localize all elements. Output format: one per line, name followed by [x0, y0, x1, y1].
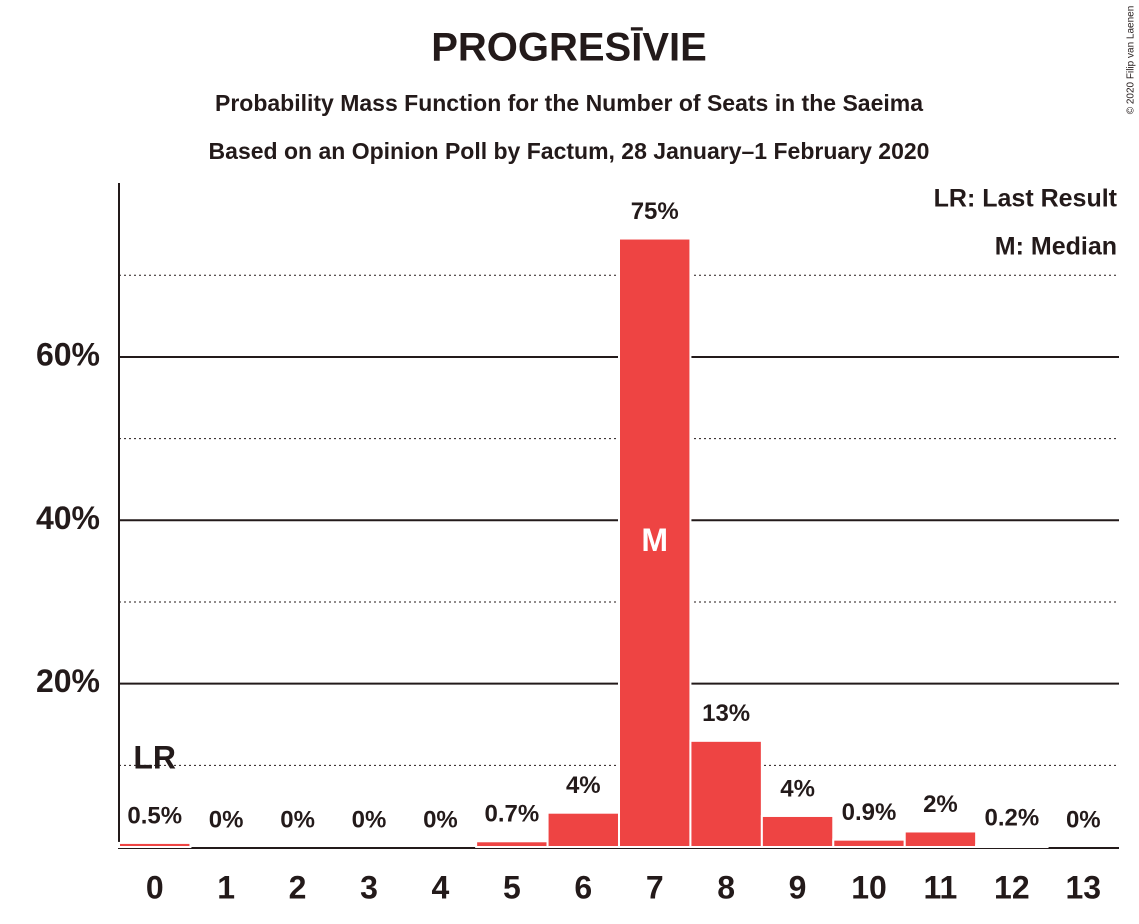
value-label: 0%: [1066, 806, 1101, 833]
x-tick-label: 13: [1065, 869, 1101, 905]
x-tick-label: 9: [789, 869, 807, 905]
x-tick-label: 10: [851, 869, 887, 905]
legend-entry: LR: Last Result: [934, 185, 1118, 213]
value-label: 0%: [209, 806, 244, 833]
y-tick-label: 60%: [36, 336, 100, 372]
value-label: 2%: [923, 791, 958, 818]
value-label: 0%: [423, 806, 458, 833]
bar: [546, 811, 620, 848]
x-tick-label: 4: [432, 869, 450, 905]
copyright: © 2020 Filip van Laenen: [1126, 6, 1137, 115]
x-tick-label: 1: [217, 869, 235, 905]
legend-entry: M: Median: [995, 233, 1117, 261]
value-label: 0.9%: [842, 799, 897, 826]
x-tick-label: 3: [360, 869, 378, 905]
bar: [475, 840, 549, 848]
bar: [618, 237, 692, 848]
bar: [760, 814, 835, 849]
y-tick-label: 40%: [36, 500, 100, 536]
x-tick-label: 2: [289, 869, 307, 905]
value-label: 0.7%: [485, 801, 540, 828]
value-label: 0%: [352, 806, 387, 833]
value-label: 0.2%: [985, 805, 1040, 832]
annotation: M: [641, 522, 668, 558]
y-tick-label: 20%: [36, 663, 100, 699]
x-tick-label: 11: [924, 869, 958, 905]
chart-subtitle: Based on an Opinion Poll by Factum, 28 J…: [209, 138, 930, 164]
value-label: 0.5%: [127, 802, 182, 829]
x-tick-label: 5: [503, 869, 521, 905]
x-tick-label: 8: [717, 869, 735, 905]
chart-subtitle: Probability Mass Function for the Number…: [215, 90, 923, 116]
chart-title: PROGRESĪVIE: [431, 26, 707, 70]
value-label: 4%: [780, 775, 815, 802]
x-tick-label: 12: [994, 869, 1030, 905]
value-label: 13%: [702, 700, 750, 727]
bar: [689, 739, 763, 848]
x-tick-label: 0: [146, 869, 164, 905]
x-tick-label: 6: [574, 869, 592, 905]
bar: [975, 844, 1049, 848]
x-tick-label: 7: [646, 869, 664, 905]
value-label: 0%: [280, 806, 315, 833]
annotation: LR: [133, 739, 176, 775]
bar: [903, 830, 978, 849]
bar: [832, 838, 906, 849]
bar: [118, 841, 192, 849]
value-label: 75%: [631, 198, 679, 225]
value-label: 4%: [566, 772, 601, 799]
